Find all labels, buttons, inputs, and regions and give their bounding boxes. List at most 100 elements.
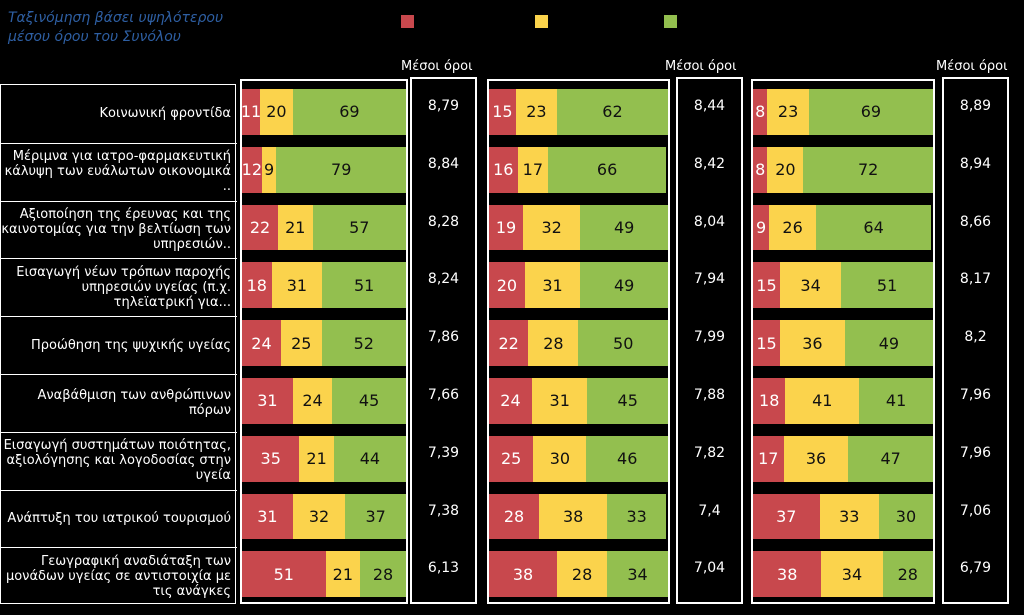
bar-segment-red: 24 — [242, 320, 281, 366]
legend-swatch-green — [664, 15, 677, 28]
bar-segment-red: 11 — [242, 89, 261, 135]
bar-segment-red: 38 — [753, 551, 822, 598]
bar-segment-red: 15 — [753, 262, 780, 309]
bar-segment-green: 72 — [803, 146, 933, 193]
bar-segment-yellow: 38 — [539, 493, 608, 540]
bar-segment-red: 12 — [242, 146, 262, 193]
mean-box-3: 8,89 8,94 8,66 8,17 8,2 7,96 7,96 7,06 6,79 — [942, 77, 1009, 604]
bar-row: 16 17 66 — [489, 146, 668, 193]
mean-value: 7,38 — [427, 502, 460, 519]
mean-value: 8,44 — [693, 98, 726, 114]
bar-row: 15 23 62 — [489, 89, 668, 135]
bar-row: 31 24 45 — [242, 378, 406, 424]
bar-segment-red: 24 — [489, 378, 532, 424]
row-separator — [1, 258, 237, 260]
bar-segment-green: 34 — [607, 551, 668, 598]
bar-segment-yellow: 17 — [517, 146, 549, 193]
mean-value: 7,96 — [959, 387, 992, 403]
bar-segment-green: 41 — [859, 378, 933, 424]
bar-row: 37 33 30 — [753, 493, 933, 540]
bar-segment-red: 35 — [242, 435, 300, 482]
bar-row: 15 34 51 — [753, 262, 933, 309]
row-separator — [1, 431, 237, 433]
bar-segment-green: 37 — [345, 493, 406, 540]
bar-segment-green: 52 — [321, 320, 406, 366]
bar-segment-yellow: 31 — [524, 262, 581, 309]
mean-value: 7,82 — [693, 444, 726, 461]
bar-row: 38 34 28 — [753, 551, 933, 598]
bar-segment-green: 46 — [586, 435, 668, 482]
bar-segment-green: 51 — [322, 262, 406, 309]
bar-segment-red: 38 — [489, 551, 558, 598]
bar-segment-red: 22 — [489, 320, 529, 366]
bar-segment-yellow: 21 — [299, 435, 334, 482]
bar-segment-yellow: 36 — [783, 435, 849, 482]
legend-swatch-red — [401, 15, 414, 28]
bar-segment-yellow: 24 — [292, 378, 333, 424]
bar-segment-yellow: 31 — [531, 378, 588, 424]
mean-value: 8,24 — [427, 271, 460, 288]
bar-segment-red: 15 — [489, 89, 516, 135]
row-separator — [1, 547, 237, 549]
mean-value: 8,84 — [427, 155, 460, 172]
mean-value: 7,96 — [959, 444, 992, 461]
bar-segment-green: 57 — [312, 204, 406, 251]
means-header-1: Μέσοι όροι — [401, 59, 473, 74]
bar-group-3: 8 23 69 8 20 72 9 26 64 15 34 51 15 36 49 18 41 41 17 36 47 3… — [751, 79, 935, 604]
category-label: Αναβάθμιση των ανθρώπινων πόρων — [1, 374, 233, 432]
bar-segment-yellow: 21 — [278, 204, 313, 251]
bar-row: 22 21 57 — [242, 204, 406, 251]
mean-value: 7,04 — [693, 560, 726, 577]
mean-value: 7,4 — [698, 502, 721, 519]
bar-segment-green: 79 — [276, 146, 406, 193]
bar-segment-red: 28 — [489, 493, 540, 540]
bar-segment-red: 8 — [753, 146, 768, 193]
bar-segment-green: 50 — [578, 320, 668, 366]
bar-row: 24 31 45 — [489, 378, 668, 424]
bar-row: 51 21 28 — [242, 551, 406, 598]
category-label-text: Προώθηση της ψυχικής υγείας — [30, 337, 231, 353]
bar-segment-yellow: 32 — [292, 493, 346, 540]
row-separator — [1, 142, 237, 144]
bar-segment-red: 9 — [753, 204, 770, 251]
category-label: Κοινωνική φροντίδα — [1, 85, 233, 143]
bar-row: 25 30 46 — [489, 435, 668, 482]
bar-segment-yellow: 33 — [819, 493, 879, 540]
bar-row: 15 36 49 — [753, 320, 933, 366]
mean-value: 8,2 — [964, 329, 987, 346]
bar-segment-green: 49 — [580, 262, 668, 309]
bar-segment-red: 17 — [753, 435, 784, 482]
bar-segment-yellow: 9 — [261, 146, 277, 193]
bar-segment-yellow: 41 — [785, 378, 860, 424]
bar-segment-green: 69 — [808, 89, 933, 135]
bar-segment-green: 49 — [844, 320, 933, 366]
bar-segment-red: 18 — [753, 378, 786, 424]
bar-segment-red: 8 — [753, 89, 768, 135]
bar-segment-yellow: 30 — [533, 435, 587, 482]
bar-segment-green: 33 — [607, 493, 667, 540]
bar-row: 35 21 44 — [242, 435, 406, 482]
mean-value: 7,06 — [959, 502, 992, 519]
bar-segment-yellow: 23 — [767, 89, 809, 135]
legend-swatch-yellow — [535, 15, 548, 28]
bar-segment-red: 15 — [753, 320, 780, 366]
category-label-text: Ανάπτυξη του ιατρικού τουρισμού — [7, 510, 231, 526]
bar-segment-red: 19 — [489, 204, 523, 251]
category-label-text: Μέριμνα για ιατρο-φαρμακευτική κάλυψη τω… — [4, 149, 231, 195]
row-separator — [1, 200, 237, 202]
bar-segment-yellow: 28 — [528, 320, 579, 366]
mean-value: 8,89 — [959, 98, 992, 114]
sort-note: Ταξινόμηση βάσει υψηλότερου μέσου όρου τ… — [8, 10, 224, 45]
bar-row: 9 26 64 — [753, 204, 933, 251]
bar-row: 20 31 49 — [489, 262, 668, 309]
bar-row: 11 20 69 — [242, 89, 406, 135]
bar-row: 18 41 41 — [753, 378, 933, 424]
row-separator — [1, 316, 237, 318]
mean-box-1: 8,79 8,84 8,28 8,24 7,86 7,66 7,39 7,38 6,13 — [410, 77, 477, 604]
bar-segment-red: 31 — [242, 378, 293, 424]
mean-value: 8,79 — [427, 98, 460, 114]
bar-segment-red: 31 — [242, 493, 293, 540]
bar-row: 24 25 52 — [242, 320, 406, 366]
bar-segment-yellow: 32 — [523, 204, 581, 251]
bar-segment-red: 25 — [489, 435, 534, 482]
